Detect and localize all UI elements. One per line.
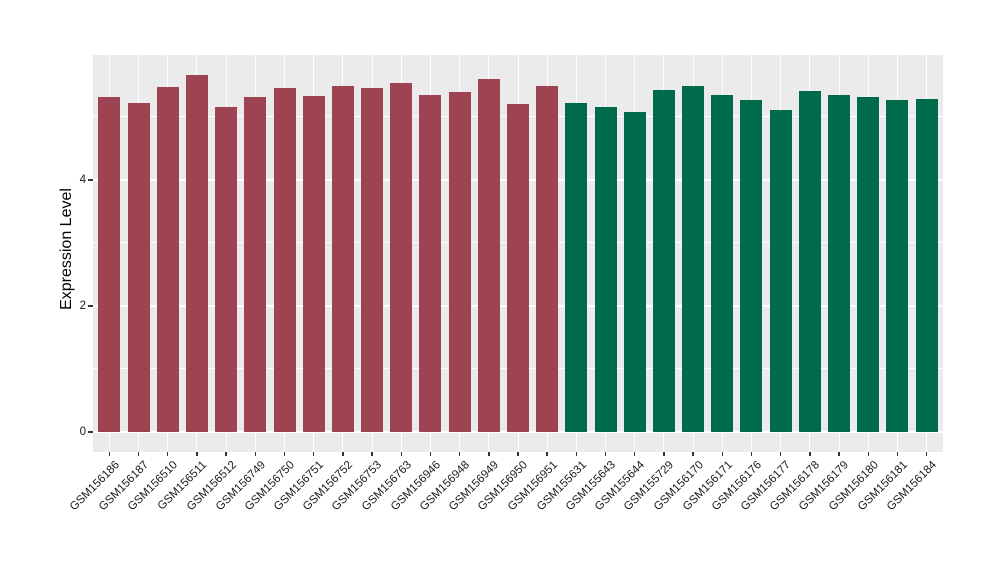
bar-GSM156752: [331, 86, 354, 432]
x-tick-mark-GSM156512: [225, 452, 227, 456]
x-tick-mark-GSM156511: [196, 452, 198, 456]
bar-GSM156763: [390, 82, 413, 432]
bar-GSM156512: [215, 106, 238, 432]
bar-GSM156949: [477, 78, 500, 432]
x-tick-mark-GSM156749: [254, 452, 257, 456]
bar-GSM156184: [915, 99, 938, 432]
y-axis-title: Expression Level: [58, 188, 75, 310]
x-tick-mark-GSM156949: [488, 452, 490, 456]
bar-GSM156951: [536, 85, 559, 432]
x-tick-mark-GSM156171: [721, 452, 723, 456]
bar-GSM156753: [361, 88, 384, 432]
bar-GSM156510: [156, 86, 179, 432]
x-tick-mark-GSM156946: [429, 452, 432, 456]
y-tick-label-4: 4: [79, 174, 86, 186]
bar-GSM156511: [185, 74, 208, 432]
bar-GSM156749: [244, 97, 267, 432]
x-tick-mark-GSM156948: [458, 452, 461, 456]
x-tick-mark-GSM156750: [283, 452, 286, 456]
bar-GSM156180: [857, 96, 880, 432]
bar-GSM156948: [448, 92, 471, 432]
bar-GSM155643: [594, 106, 617, 432]
x-tick-mark-GSM155644: [634, 452, 636, 456]
plot-panel: [93, 55, 943, 452]
x-tick-mark-GSM156187: [137, 452, 140, 456]
y-tick-label-2: 2: [79, 300, 86, 312]
bar-GSM156176: [740, 100, 763, 432]
bar-GSM155729: [652, 89, 675, 432]
bar-GSM156750: [273, 88, 296, 432]
x-tick-mark-GSM156177: [779, 452, 782, 456]
bar-GSM155631: [565, 103, 588, 432]
bar-GSM156186: [98, 96, 121, 432]
bar-GSM156946: [419, 94, 442, 432]
x-tick-mark-GSM155631: [575, 452, 578, 456]
bar-GSM156751: [302, 96, 325, 432]
bar-GSM156187: [127, 103, 150, 432]
x-tick-mark-GSM156753: [371, 452, 373, 456]
bar-GSM156181: [886, 100, 909, 432]
x-tick-mark-GSM156179: [838, 452, 840, 456]
x-tick-mark-GSM156170: [692, 452, 694, 456]
bar-GSM156179: [828, 94, 851, 432]
bar-GSM156171: [711, 94, 734, 432]
bar-GSM156170: [682, 85, 705, 432]
x-tick-mark-GSM156180: [867, 452, 869, 456]
x-tick-mark-GSM156752: [342, 452, 344, 456]
x-tick-mark-GSM156178: [809, 452, 811, 456]
x-tick-mark-GSM156751: [313, 452, 315, 456]
x-tick-mark-GSM155729: [663, 452, 665, 456]
x-tick-mark-GSM156176: [750, 452, 753, 456]
x-tick-mark-GSM156186: [108, 452, 111, 456]
x-tick-mark-GSM156951: [546, 452, 548, 456]
y-tick-mark-2: [88, 305, 93, 307]
y-tick-label-0: 0: [79, 426, 86, 438]
bar-GSM156950: [507, 104, 529, 432]
x-tick-mark-GSM156181: [896, 452, 899, 456]
bar-GSM155644: [623, 111, 646, 432]
x-tick-mark-GSM156763: [400, 452, 402, 456]
x-tick-mark-GSM156510: [167, 452, 169, 456]
bar-GSM156178: [798, 90, 821, 432]
y-tick-mark-0: [88, 431, 93, 433]
bar-GSM156177: [769, 110, 792, 432]
y-tick-mark-4: [88, 179, 93, 181]
x-tick-mark-GSM155643: [604, 452, 607, 456]
x-tick-mark-GSM156950: [517, 452, 519, 456]
x-tick-mark-GSM156184: [925, 452, 928, 456]
